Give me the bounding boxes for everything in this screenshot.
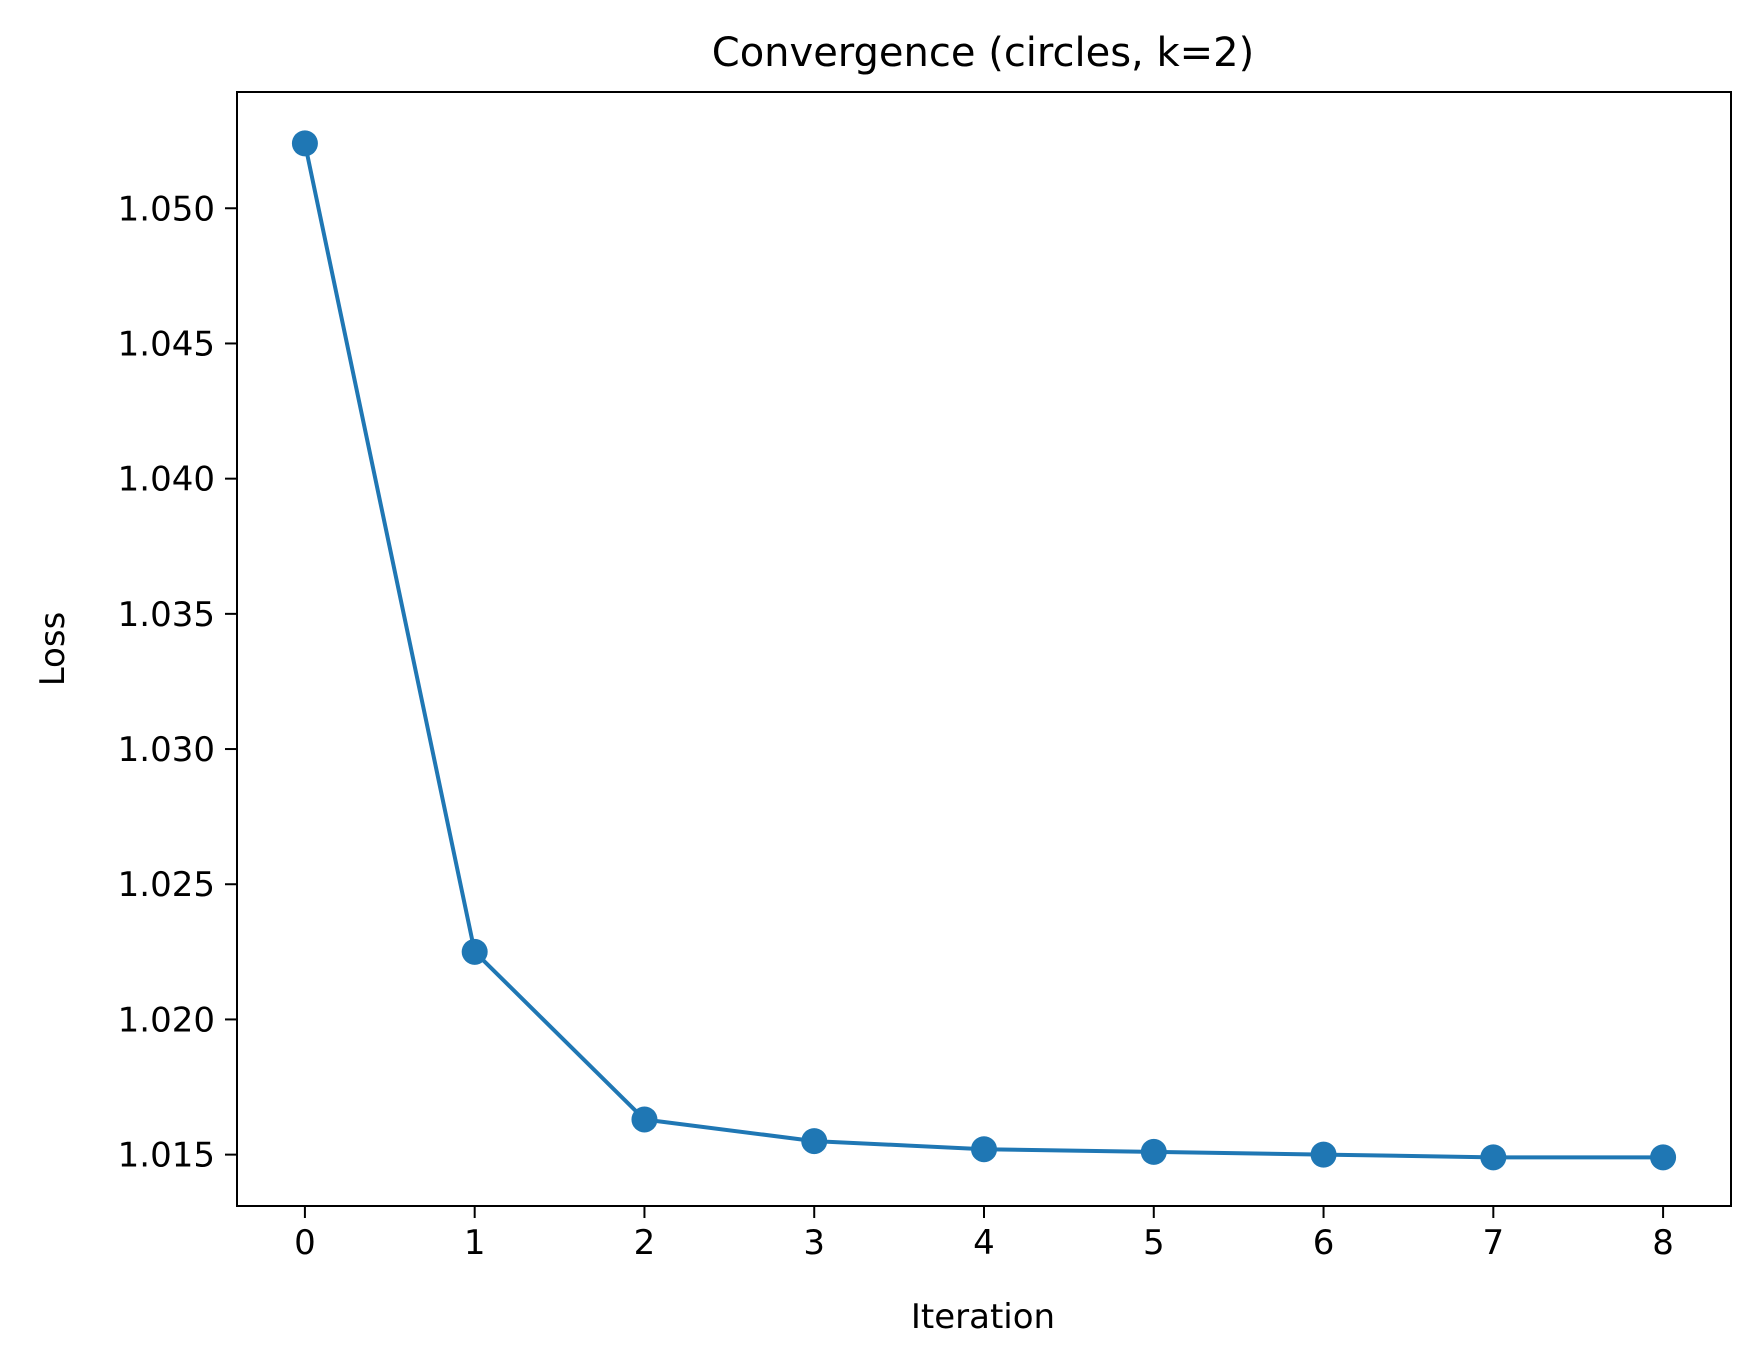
x-tick-label: 2 <box>634 1223 656 1263</box>
y-tick-label: 1.050 <box>118 189 215 229</box>
x-tick-label: 0 <box>294 1223 316 1263</box>
data-point <box>1140 1138 1167 1165</box>
data-point <box>461 938 488 965</box>
chart-title: Convergence (circles, k=2) <box>712 30 1254 76</box>
data-point <box>1650 1144 1677 1171</box>
data-point <box>1310 1141 1337 1168</box>
y-tick-label: 1.015 <box>118 1136 215 1176</box>
y-tick-label: 1.025 <box>118 865 215 905</box>
data-point <box>1480 1144 1507 1171</box>
y-tick-label: 1.035 <box>118 595 215 635</box>
y-axis-label: Loss <box>33 612 73 687</box>
data-point <box>971 1136 997 1163</box>
y-axis: 1.015 1.020 1.025 1.030 1.035 1.040 1.045 1.050 <box>118 189 237 1176</box>
y-tick-label: 1.040 <box>118 460 215 500</box>
x-axis: 0 1 2 3 4 5 6 7 8 <box>294 1206 1674 1263</box>
y-tick-label: 1.030 <box>118 730 215 770</box>
x-axis-label: Iteration <box>911 1297 1055 1337</box>
x-tick-label: 6 <box>1313 1223 1335 1263</box>
x-tick-label: 7 <box>1482 1223 1504 1263</box>
x-tick-label: 4 <box>973 1223 995 1263</box>
plot-area <box>291 130 1677 1171</box>
x-tick-label: 1 <box>464 1223 486 1263</box>
y-tick-label: 1.020 <box>118 1000 215 1040</box>
y-tick-label: 1.045 <box>118 324 215 364</box>
data-point <box>291 130 318 157</box>
data-point <box>801 1128 828 1155</box>
x-tick-label: 3 <box>803 1223 825 1263</box>
x-tick-label: 5 <box>1143 1223 1165 1263</box>
data-point <box>631 1106 658 1133</box>
x-tick-label: 8 <box>1652 1223 1674 1263</box>
